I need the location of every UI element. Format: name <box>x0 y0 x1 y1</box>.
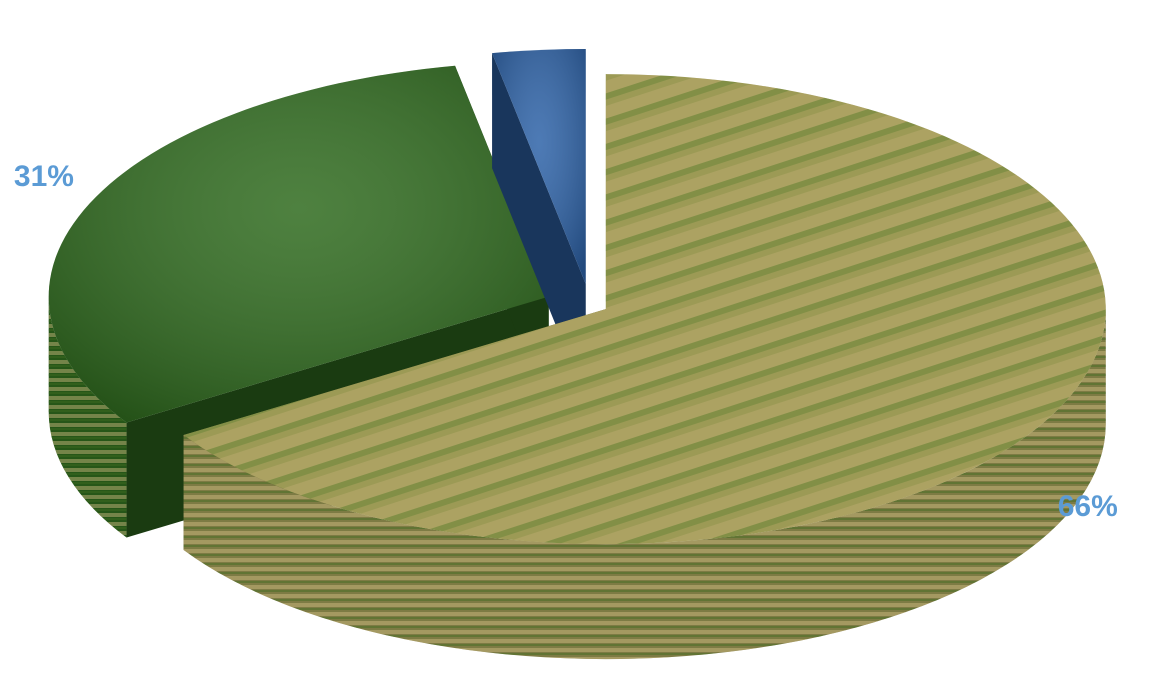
slice-texture <box>48 65 549 423</box>
data-label: 66% <box>1058 490 1118 523</box>
side-texture <box>183 309 1106 660</box>
data-label: 31% <box>14 160 74 193</box>
side-texture <box>48 296 127 538</box>
slice-texture <box>183 74 1106 545</box>
slice-texture <box>492 48 586 284</box>
slice-wall <box>492 53 586 399</box>
data-label: 3% <box>512 0 555 2</box>
